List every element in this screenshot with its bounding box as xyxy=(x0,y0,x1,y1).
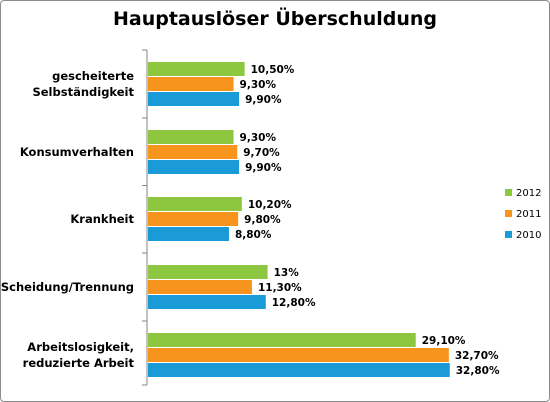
value-label-2011-3: 11,30% xyxy=(258,282,302,294)
legend-label-2011: 2011 xyxy=(516,209,541,220)
category-label-1: Konsumverhalten xyxy=(20,145,134,159)
value-label-2011-4: 32,70% xyxy=(455,350,499,362)
bar-2010-4 xyxy=(148,363,450,377)
category-label-4: Arbeitslosigkeit, reduzierte Arbeit xyxy=(23,340,135,370)
value-label-2012-2: 10,20% xyxy=(248,199,292,211)
value-label-2011-2: 9,80% xyxy=(244,214,281,226)
category-label-2: Krankheit xyxy=(70,212,134,226)
bar-2012-3 xyxy=(148,265,268,279)
value-label-2012-3: 13% xyxy=(274,267,300,279)
value-label-2010-0: 9,90% xyxy=(245,94,282,106)
bar-2011-4 xyxy=(148,348,449,362)
value-label-2011-1: 9,70% xyxy=(243,147,280,159)
bar-2011-0 xyxy=(148,77,234,91)
legend-swatch-2010 xyxy=(505,231,512,238)
value-label-2010-2: 8,80% xyxy=(235,229,272,241)
value-label-2012-4: 29,10% xyxy=(422,335,466,347)
bar-2010-2 xyxy=(148,227,229,241)
bar-2012-0 xyxy=(148,62,245,76)
category-label-0: gescheiterte Selbständigkeit xyxy=(32,69,134,99)
legend-swatch-2011 xyxy=(505,210,512,217)
value-label-2010-1: 9,90% xyxy=(245,162,282,174)
bar-2010-0 xyxy=(148,92,240,106)
legend-label-2010: 2010 xyxy=(516,230,541,241)
value-label-2010-4: 32,80% xyxy=(456,365,500,377)
legend-label-2012: 2012 xyxy=(516,188,541,199)
value-label-2011-0: 9,30% xyxy=(240,79,277,91)
chart-title: Hauptauslöser Überschuldung xyxy=(112,8,437,30)
value-label-2012-0: 10,50% xyxy=(251,64,295,76)
bar-2010-1 xyxy=(148,160,240,174)
value-label-2010-3: 12,80% xyxy=(272,297,316,309)
category-label-3: Scheidung/Trennung xyxy=(1,280,134,294)
bar-2012-2 xyxy=(148,197,242,211)
bar-2011-2 xyxy=(148,212,239,226)
legend-swatch-2012 xyxy=(505,189,512,196)
bar-2012-4 xyxy=(148,333,416,347)
value-label-2012-1: 9,30% xyxy=(240,132,277,144)
bar-2011-3 xyxy=(148,280,252,294)
bar-2011-1 xyxy=(148,145,238,159)
bar-2012-1 xyxy=(148,130,234,144)
bar-2010-3 xyxy=(148,295,266,309)
